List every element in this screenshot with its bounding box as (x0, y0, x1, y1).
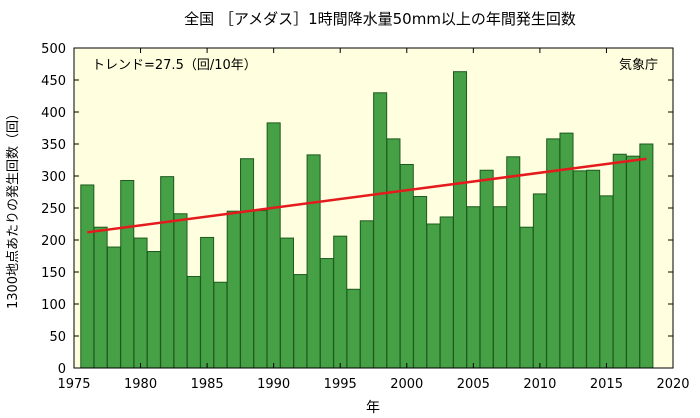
bar-2013 (572, 170, 587, 369)
trend-line-group (87, 157, 647, 234)
trend-label: トレンド=27.5（回/10年） (92, 58, 257, 73)
y-tick-label: 250 (41, 202, 66, 217)
bar-2018 (639, 143, 654, 369)
y-tick-label: 500 (41, 42, 66, 57)
bar-2015 (599, 195, 614, 369)
bar-1995 (333, 235, 348, 369)
bar-2011 (546, 138, 561, 369)
bar-1981 (146, 251, 161, 369)
bar-2008 (506, 156, 521, 369)
bar-1999 (386, 138, 401, 369)
bar-1992 (293, 274, 308, 369)
x-tick-label: 1975 (57, 377, 90, 392)
bar-1980 (133, 237, 148, 369)
bar-1987 (226, 210, 241, 369)
x-axis: 1975 1980 1985 1990 1995 2000 2005 2010 2015 2020 (57, 48, 690, 392)
bar-1982 (160, 176, 175, 369)
bar-2003 (439, 216, 454, 369)
chart-title: 全国 ［アメダス］1時間降水量50mm以上の年間発生回数 (184, 10, 576, 28)
bar-1998 (373, 92, 388, 369)
x-tick-label: 2010 (523, 377, 556, 392)
x-tick-label: 2015 (590, 377, 623, 392)
bar-2002 (426, 223, 441, 369)
bar-1983 (173, 213, 188, 369)
y-tick-label: 350 (41, 138, 66, 153)
bar-2005 (466, 206, 481, 369)
x-tick-label: 2000 (390, 377, 423, 392)
bar-2014 (586, 169, 601, 369)
y-tick-label: 150 (41, 266, 66, 281)
bar-1997 (359, 220, 374, 369)
y-axis-label: 1300地点あたりの発生回数（回） (6, 107, 21, 309)
bar-1990 (266, 122, 281, 369)
bar-2016 (612, 153, 627, 369)
bar-1984 (186, 275, 201, 369)
bar-1977 (93, 226, 108, 369)
bar-2017 (626, 155, 641, 369)
y-tick-label: 100 (41, 298, 66, 313)
bar-1978 (106, 246, 121, 369)
bar-1991 (279, 237, 294, 369)
bar-1996 (346, 288, 361, 369)
bar-2004 (453, 71, 468, 369)
x-tick-label: 2020 (656, 377, 689, 392)
x-tick-label: 2005 (457, 377, 490, 392)
bar-1994 (319, 258, 334, 369)
bar-2000 (399, 163, 414, 369)
y-tick-label: 0 (58, 362, 66, 377)
x-tick-label: 1985 (191, 377, 224, 392)
bar-1979 (120, 179, 135, 369)
bar-1988 (240, 158, 255, 369)
y-axis: 0 50 100 150 200 250 300 350 400 450 500 (41, 42, 673, 377)
bar-2010 (532, 193, 547, 369)
x-axis-label: 年 (366, 400, 380, 416)
bar-2009 (519, 226, 534, 369)
y-tick-label: 450 (41, 74, 66, 89)
bar-1986 (213, 281, 228, 369)
trend-line (87, 157, 647, 234)
bar-2006 (479, 169, 494, 369)
x-tick-label: 1980 (124, 377, 157, 392)
bar-2007 (492, 206, 507, 369)
bar-1989 (253, 210, 268, 369)
source-label: 気象庁 (619, 57, 658, 73)
bar-1993 (306, 154, 321, 369)
x-tick-label: 1990 (257, 377, 290, 392)
y-tick-label: 400 (41, 106, 66, 121)
bar-2001 (413, 195, 428, 369)
bar-1976 (80, 184, 95, 369)
y-tick-label: 200 (41, 234, 66, 249)
y-tick-label: 300 (41, 170, 66, 185)
x-tick-label: 1995 (324, 377, 357, 392)
bar-1985 (200, 236, 215, 369)
y-tick-label: 50 (49, 330, 66, 345)
